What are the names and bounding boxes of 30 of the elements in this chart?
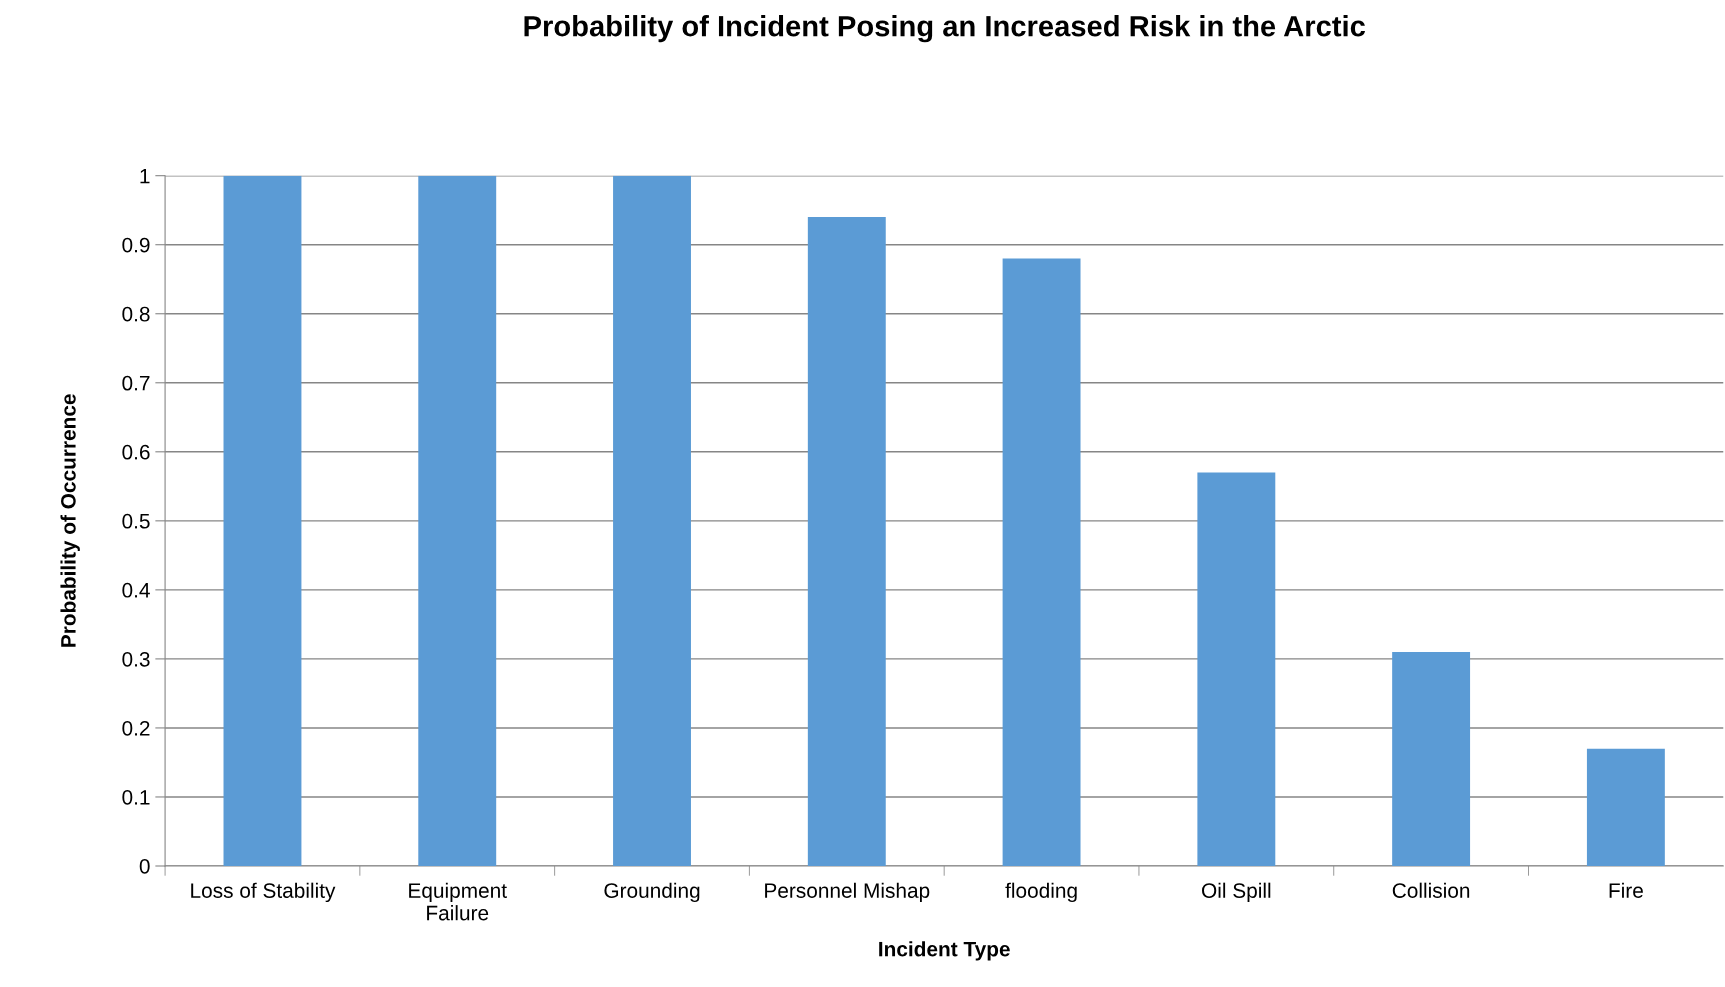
y-tick-label: 1 — [140, 168, 150, 184]
y-tick-label: 0.2 — [122, 720, 150, 736]
chart-title: Probability of Incident Posing an Increased Risk in the Arctic — [524, 15, 1366, 43]
y-tick-label: 0.3 — [122, 651, 150, 667]
x-axis-title: Incident Type — [879, 941, 1010, 961]
x-tick-label: Loss of Stability — [191, 882, 336, 903]
x-tick-label: Equipment Failure — [409, 882, 507, 921]
x-tick-label: Fire — [1609, 882, 1643, 898]
x-tick-label: Collision — [1392, 882, 1470, 898]
bar — [807, 217, 886, 866]
y-tick-label: 0.8 — [122, 306, 150, 322]
bar — [1197, 472, 1276, 866]
x-tick-label: flooding — [1005, 882, 1077, 903]
bar — [1392, 652, 1471, 866]
bar — [418, 175, 497, 866]
x-tick-label: Oil Spill — [1202, 882, 1271, 903]
y-tick-label: 0.6 — [122, 444, 150, 460]
bar — [223, 175, 302, 866]
x-tick-label: Grounding — [604, 882, 700, 903]
y-tick-label: 0.5 — [122, 513, 150, 529]
x-tick-label: Personnel Mishap — [765, 882, 930, 903]
bar — [1002, 258, 1081, 866]
y-tick-label: 0.1 — [122, 789, 150, 805]
y-tick-label: 0 — [139, 859, 150, 874]
bar — [1586, 748, 1665, 866]
y-axis-title: Probability of Occurrence — [60, 394, 80, 647]
y-tick-label: 0.9 — [122, 237, 150, 253]
y-tick-label: 0.7 — [122, 375, 150, 391]
y-tick-label: 0.4 — [122, 582, 150, 598]
bar — [613, 175, 691, 866]
